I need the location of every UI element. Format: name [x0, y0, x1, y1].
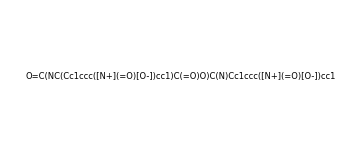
Text: O=C(NC(Cc1ccc([N+](=O)[O-])cc1)C(=O)O)C(N)Cc1ccc([N+](=O)[O-])cc1: O=C(NC(Cc1ccc([N+](=O)[O-])cc1)C(=O)O)C(…: [25, 72, 335, 81]
